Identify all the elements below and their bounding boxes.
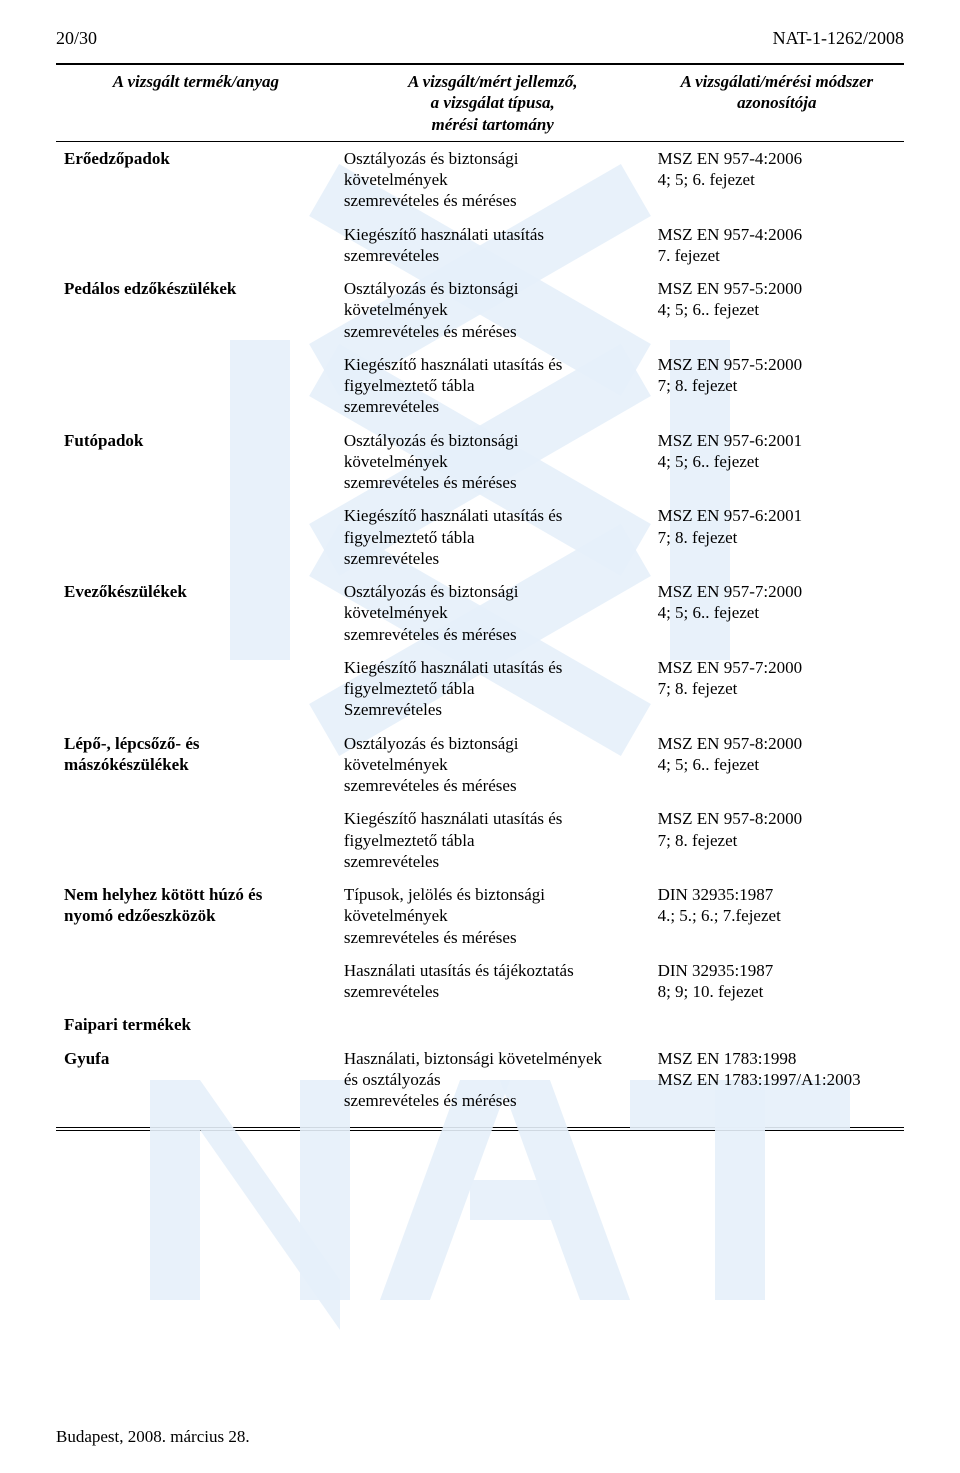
cell-characteristic: Kiegészítő használati utasításszemrevéte… [336,218,650,273]
cell-product [56,348,336,424]
cell-product: Erőedzőpadok [56,141,336,217]
table-row: Kiegészítő használati utasítás ésfigyelm… [56,348,904,424]
cell-method: MSZ EN 957-8:20007; 8. fejezet [650,802,904,878]
cell-product [56,218,336,273]
col-header-char-l3: mérési tartomány [432,115,554,134]
table-row: FutópadokOsztályozás és biztonságikövete… [56,424,904,500]
cell-method: MSZ EN 957-6:20017; 8. fejezet [650,499,904,575]
cell-method: MSZ EN 957-6:20014; 5; 6.. fejezet [650,424,904,500]
page-header: 20/30 NAT-1-1262/2008 [56,28,904,49]
cell-characteristic: Használati, biztonsági követelményekés o… [336,1042,650,1118]
cell-characteristic: Osztályozás és biztonságikövetelményeksz… [336,272,650,348]
col-header-method: A vizsgálati/mérési módszer azonosítója [650,64,904,141]
table-row: GyufaHasználati, biztonsági követelménye… [56,1042,904,1118]
cell-characteristic: Használati utasítás és tájékoztatásszemr… [336,954,650,1009]
cell-method: MSZ EN 957-5:20004; 5; 6.. fejezet [650,272,904,348]
table-header-row: A vizsgált termék/anyag A vizsgált/mért … [56,64,904,141]
cell-method: MSZ EN 957-7:20007; 8. fejezet [650,651,904,727]
cell-product [56,954,336,1009]
cell-method: MSZ EN 957-8:20004; 5; 6.. fejezet [650,727,904,803]
page-number: 20/30 [56,28,97,49]
cell-characteristic: Kiegészítő használati utasítás ésfigyelm… [336,651,650,727]
footer-date: Budapest, 2008. március 28. [56,1427,250,1447]
cell-product: Futópadok [56,424,336,500]
col-header-char-l2: a vizsgálat típusa, [431,93,555,112]
cell-method [650,1008,904,1041]
col-header-characteristic: A vizsgált/mért jellemző, a vizsgálat tí… [336,64,650,141]
cell-product: Evezőkészülékek [56,575,336,651]
col-header-method-l1: A vizsgálati/mérési módszer [680,72,873,91]
cell-characteristic: Osztályozás és biztonságikövetelményeksz… [336,424,650,500]
table-row: Kiegészítő használati utasításszemrevéte… [56,218,904,273]
cell-product: Pedálos edzőkészülékek [56,272,336,348]
cell-characteristic: Kiegészítő használati utasítás ésfigyelm… [336,802,650,878]
table-row: Faipari termékek [56,1008,904,1041]
cell-product [56,499,336,575]
col-header-product: A vizsgált termék/anyag [56,64,336,141]
table-row: Lépő-, lépcsőző- és mászókészülékekOsztá… [56,727,904,803]
cell-product [56,802,336,878]
cell-characteristic: Típusok, jelölés és biztonságikövetelmén… [336,878,650,954]
table-row: Kiegészítő használati utasítás ésfigyelm… [56,802,904,878]
table-row: Pedálos edzőkészülékekOsztályozás és biz… [56,272,904,348]
table-row: Használati utasítás és tájékoztatásszemr… [56,954,904,1009]
cell-product: Faipari termékek [56,1008,336,1041]
cell-characteristic [336,1008,650,1041]
col-header-method-l2: azonosítója [737,93,816,112]
page: 20/30 NAT-1-1262/2008 A vizsgált termék/… [0,0,960,1473]
table-row: Kiegészítő használati utasítás ésfigyelm… [56,499,904,575]
cell-product [56,651,336,727]
cell-method: MSZ EN 1783:1998MSZ EN 1783:1997/A1:2003 [650,1042,904,1118]
cell-method: DIN 32935:19874.; 5.; 6.; 7.fejezet [650,878,904,954]
cell-characteristic: Kiegészítő használati utasítás ésfigyelm… [336,499,650,575]
main-table: A vizsgált termék/anyag A vizsgált/mért … [56,63,904,1117]
cell-characteristic: Osztályozás és biztonságikövetelményeksz… [336,575,650,651]
cell-characteristic: Osztályozás és biztonságikövetelményeksz… [336,727,650,803]
table-row: EvezőkészülékekOsztályozás és biztonsági… [56,575,904,651]
table-row: Nem helyhez kötött húzó ésnyomó edzőeszk… [56,878,904,954]
cell-product: Lépő-, lépcsőző- és mászókészülékek [56,727,336,803]
cell-method: MSZ EN 957-5:20007; 8. fejezet [650,348,904,424]
col-header-char-l1: A vizsgált/mért jellemző, [408,72,578,91]
col-header-product-text: A vizsgált termék/anyag [113,72,279,91]
document-ref: NAT-1-1262/2008 [773,28,904,49]
table-row: ErőedzőpadokOsztályozás és biztonságiköv… [56,141,904,217]
cell-method: MSZ EN 957-7:20004; 5; 6.. fejezet [650,575,904,651]
cell-characteristic: Osztályozás és biztonságikövetelményeksz… [336,141,650,217]
cell-product: Nem helyhez kötött húzó ésnyomó edzőeszk… [56,878,336,954]
cell-method: DIN 32935:19878; 9; 10. fejezet [650,954,904,1009]
cell-characteristic: Kiegészítő használati utasítás ésfigyelm… [336,348,650,424]
cell-product: Gyufa [56,1042,336,1118]
cell-method: MSZ EN 957-4:20064; 5; 6. fejezet [650,141,904,217]
table-row: Kiegészítő használati utasítás ésfigyelm… [56,651,904,727]
table-body: ErőedzőpadokOsztályozás és biztonságiköv… [56,141,904,1117]
cell-method: MSZ EN 957-4:20067. fejezet [650,218,904,273]
